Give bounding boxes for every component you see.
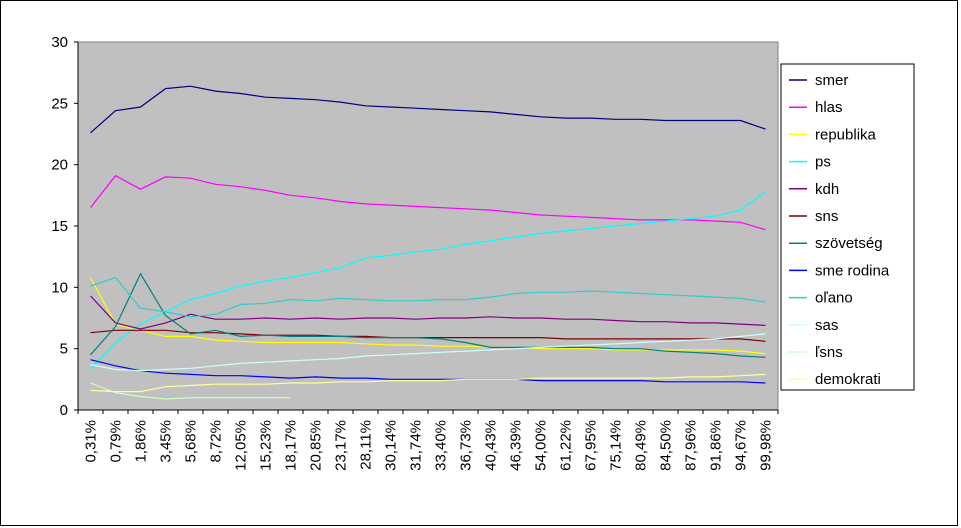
legend-label: ps xyxy=(815,154,831,171)
y-tick-label: 15 xyxy=(51,218,68,235)
x-tick-label: 8,72% xyxy=(208,420,225,463)
y-axis-ticks: 0 5 10 15 20 25 30 xyxy=(51,34,78,419)
x-tick-label: 15,23% xyxy=(258,420,275,471)
legend-label: szövetség xyxy=(815,235,883,252)
x-tick-label: 61,22% xyxy=(558,420,575,471)
x-tick-label: 87,96% xyxy=(683,420,700,471)
series-line-oľano xyxy=(90,276,766,318)
series-lines xyxy=(89,85,766,400)
series-line-sas xyxy=(90,333,766,372)
x-tick-label: 28,11% xyxy=(358,420,375,470)
x-tick-label: 33,40% xyxy=(433,420,450,471)
legend-label: republika xyxy=(815,126,877,143)
series-line-demokrati xyxy=(90,373,766,393)
x-tick-label: 12,05% xyxy=(233,420,250,471)
x-tick-label: 94,67% xyxy=(733,420,750,471)
series-line-smer xyxy=(90,85,766,134)
y-tick-label: 30 xyxy=(51,34,68,51)
x-tick-label: 18,17% xyxy=(283,420,300,471)
legend-label: smer xyxy=(815,72,848,89)
x-tick-label: 31,74% xyxy=(408,420,425,471)
y-tick-label: 25 xyxy=(51,95,68,112)
legend-label: sas xyxy=(815,317,838,334)
legend-label: ľsns xyxy=(815,344,843,361)
x-tick-label: 3,45% xyxy=(158,420,175,463)
x-tick-label: 91,86% xyxy=(708,420,725,471)
legend-label: demokrati xyxy=(815,371,881,388)
series-line-kdh xyxy=(90,295,766,330)
x-tick-label: 99,98% xyxy=(758,420,775,471)
x-tick-label: 23,17% xyxy=(333,420,350,471)
x-tick-label: 54,00% xyxy=(533,420,550,471)
legend-label: sme rodina xyxy=(815,262,890,279)
x-tick-label: 67,95% xyxy=(583,420,600,471)
series-line-hlas xyxy=(90,174,766,231)
y-tick-label: 0 xyxy=(60,402,68,419)
x-tick-label: 1,86% xyxy=(133,420,150,463)
x-tick-label: 40,43% xyxy=(483,420,500,471)
x-tick-label: 0,79% xyxy=(108,420,125,463)
series-line-szövetség xyxy=(90,272,766,358)
y-tick-label: 10 xyxy=(51,279,68,296)
legend-label: oľano xyxy=(815,290,853,307)
legend-label: hlas xyxy=(815,99,843,116)
x-tick-label: 80,49% xyxy=(633,420,650,471)
x-tick-label: 75,14% xyxy=(608,420,625,471)
x-tick-label: 0,31% xyxy=(83,420,100,463)
legend: smer hlas republika ps kdh sns szövetség sme ro… xyxy=(789,72,890,388)
x-tick-label: 36,73% xyxy=(458,420,475,471)
series-line-sme-rodina xyxy=(90,359,766,384)
series-line-ľsns xyxy=(90,382,291,400)
legend-label: sns xyxy=(815,208,838,225)
x-tick-label: 20,85% xyxy=(308,420,325,471)
y-tick-label: 20 xyxy=(51,157,68,174)
series-line-ps xyxy=(90,191,766,370)
x-tick-label: 84,50% xyxy=(658,420,675,471)
x-tick-label: 30,14% xyxy=(383,420,400,471)
y-tick-label: 5 xyxy=(60,341,68,358)
x-tick-label: 5,68% xyxy=(183,420,200,463)
legend-label: kdh xyxy=(815,181,839,198)
legend-box xyxy=(780,63,915,391)
plot-area xyxy=(77,41,779,411)
x-axis-ticks: 0,31% 0,79% 1,86% 3,45% 5,68% 8,72% 12,05% 15,2… xyxy=(77,410,779,471)
x-tick-label: 46,39% xyxy=(508,420,525,471)
